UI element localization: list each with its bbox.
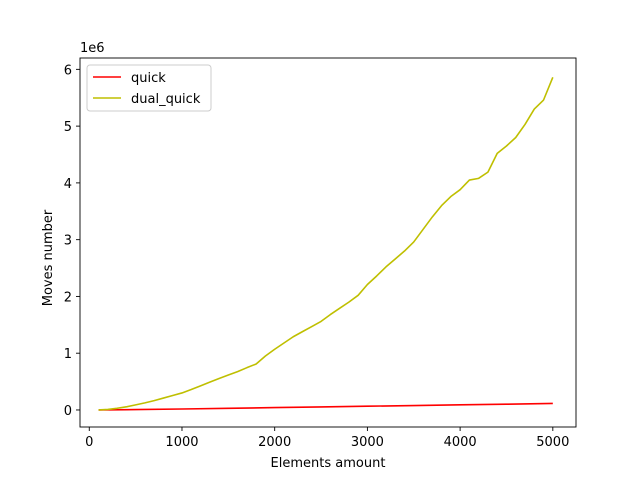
y-axis-offset-text: 1e6 — [80, 41, 105, 56]
legend-label-dual-quick: dual_quick — [131, 92, 201, 107]
y-axis-label: Moves number — [41, 209, 56, 306]
y-tick-label: 2 — [64, 290, 72, 305]
y-tick-label: 0 — [64, 404, 72, 419]
y-tick-label: 5 — [64, 120, 72, 135]
y-tick-label: 6 — [64, 63, 72, 78]
legend: quick dual_quick — [86, 64, 212, 112]
y-tick-label: 1 — [64, 347, 72, 362]
series-line-dual-quick — [98, 76, 554, 411]
y-tick-label: 4 — [64, 177, 72, 192]
x-tick-label: 5000 — [536, 435, 569, 450]
plot-frame — [79, 57, 577, 428]
x-tick-label: 2000 — [258, 435, 291, 450]
x-axis-ticks: 0 1000 2000 3000 4000 5000 — [85, 427, 569, 450]
plot-area — [79, 57, 577, 428]
series-line-quick — [98, 402, 553, 411]
y-axis-ticks: 0 1 2 3 4 5 6 — [64, 63, 80, 419]
x-tick-label: 0 — [85, 435, 93, 450]
x-tick-label: 1000 — [165, 435, 198, 450]
legend-label-quick: quick — [131, 71, 166, 86]
x-axis-label: Elements amount — [271, 456, 386, 471]
x-tick-label: 3000 — [351, 435, 384, 450]
y-tick-label: 3 — [64, 234, 72, 249]
x-tick-label: 4000 — [444, 435, 477, 450]
